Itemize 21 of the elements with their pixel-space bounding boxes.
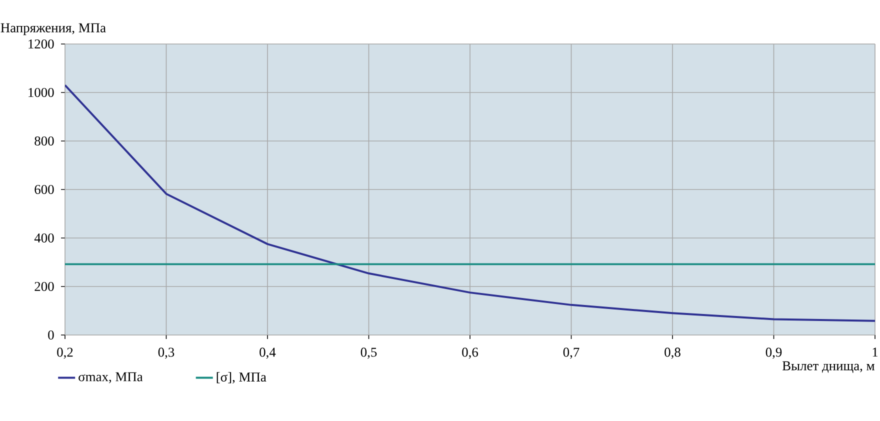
y-tick-label: 1000 bbox=[28, 88, 54, 98]
x-axis-title: Вылет днища, м bbox=[782, 361, 875, 373]
x-tick-label: 0,4 bbox=[260, 348, 276, 359]
x-tick-label: 0,9 bbox=[766, 348, 782, 359]
y-tick-label: 600 bbox=[34, 184, 54, 194]
x-tick-label: 0,8 bbox=[664, 348, 680, 359]
x-tick-label: 0,2 bbox=[57, 348, 73, 359]
y-tick-label: 200 bbox=[34, 282, 54, 292]
x-tick-label: 0,7 bbox=[563, 348, 580, 359]
line-series bbox=[65, 84, 876, 322]
y-axis-title: Напряжения, МПа bbox=[0, 23, 106, 36]
legend-label: [σ], МПа bbox=[216, 372, 266, 384]
x-tick-label: 1 bbox=[872, 348, 878, 357]
x-tick-label: 0,5 bbox=[360, 348, 377, 359]
legend-label: σmax, МПа bbox=[78, 372, 143, 384]
y-tick-label: 400 bbox=[34, 233, 54, 243]
x-tick-label: 0,6 bbox=[462, 348, 478, 359]
y-tick-label: 0 bbox=[48, 330, 54, 340]
x-tick-label: 0,3 bbox=[158, 348, 174, 359]
y-tick-label: 800 bbox=[34, 136, 54, 146]
y-tick-label: 1200 bbox=[28, 39, 54, 49]
